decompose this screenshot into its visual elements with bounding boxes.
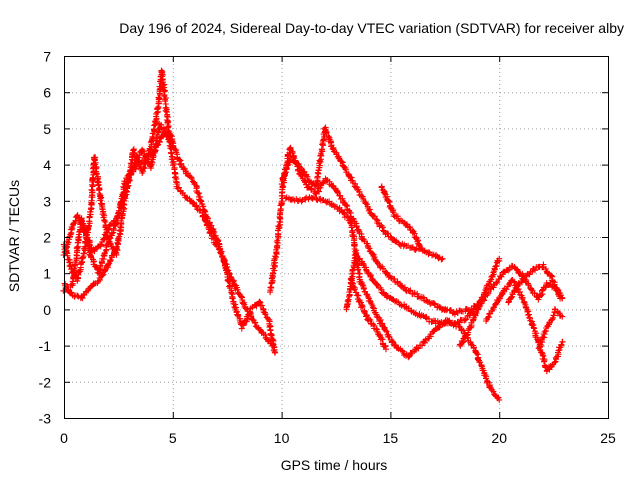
- x-tick-label: 15: [383, 430, 399, 446]
- y-tick-label: -3: [39, 411, 52, 427]
- series-track-6: [267, 144, 481, 318]
- series-track-7: [282, 194, 503, 403]
- y-axis-ticks: -3 -2 -1 0 1 2 3 4 5 6 7: [39, 49, 608, 427]
- data-point-markers: [535, 306, 566, 352]
- y-tick-label: 3: [43, 193, 51, 209]
- series-track-3: [60, 129, 176, 258]
- series-track-11: [456, 262, 566, 349]
- y-tick-label: -2: [39, 374, 52, 390]
- series-track-10: [378, 183, 424, 251]
- y-tick-label: 7: [43, 49, 51, 65]
- x-tick-label: 20: [491, 430, 507, 446]
- data-point-markers: [456, 262, 566, 349]
- y-tick-label: 0: [43, 302, 51, 318]
- data-marks: [60, 67, 566, 403]
- data-point-markers: [347, 275, 389, 353]
- x-tick-label: 25: [600, 430, 616, 446]
- y-tick-label: 5: [43, 121, 51, 137]
- y-tick-label: 1: [43, 266, 51, 282]
- data-point-markers: [378, 183, 424, 251]
- y-axis-label: SDTVAR / TECUs: [6, 180, 22, 292]
- grid: [64, 56, 608, 418]
- data-point-markers: [282, 194, 503, 403]
- x-tick-label: 5: [169, 430, 177, 446]
- series-track-13: [505, 261, 564, 306]
- y-tick-label: 4: [43, 157, 51, 173]
- data-point-markers: [267, 144, 481, 318]
- data-point-markers: [505, 261, 564, 306]
- x-tick-label: 0: [60, 430, 68, 446]
- series-track-14: [535, 306, 566, 352]
- chart-title: Day 196 of 2024, Sidereal Day-to-day VTE…: [119, 20, 624, 36]
- x-tick-label: 10: [274, 430, 290, 446]
- series-track-9: [347, 275, 389, 353]
- x-axis-ticks: 0 5 10 15 20 25: [60, 56, 616, 446]
- data-point-markers: [60, 129, 176, 258]
- y-tick-label: 2: [43, 230, 51, 246]
- y-tick-label: 6: [43, 85, 51, 101]
- x-axis-label: GPS time / hours: [281, 457, 388, 473]
- y-tick-label: -1: [39, 338, 52, 354]
